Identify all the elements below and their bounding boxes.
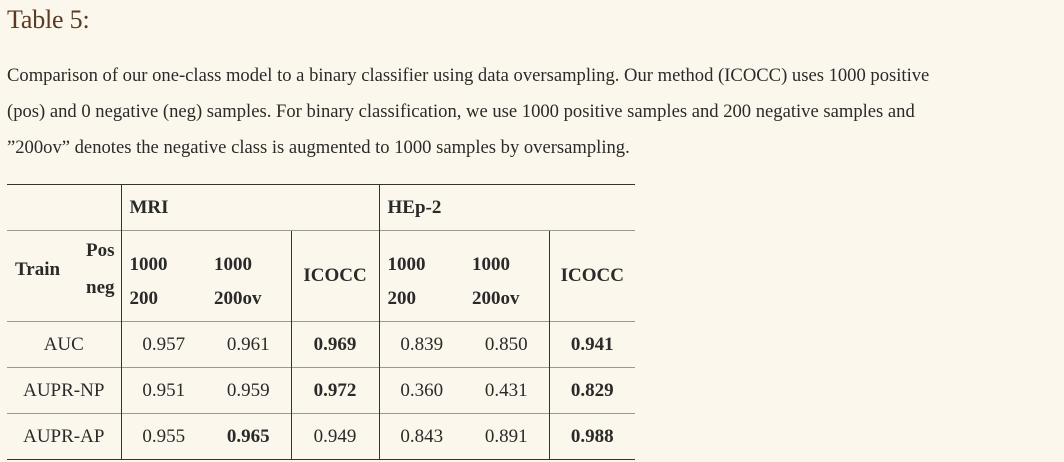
hep-a-neg: 200 — [387, 287, 417, 309]
table-title: Table 5: — [7, 5, 90, 34]
cell-value: 0.850 — [464, 321, 549, 368]
hep-b-neg: 200ov — [472, 287, 520, 309]
cell-value: 0.829 — [548, 367, 635, 414]
cell-value: 0.955 — [121, 413, 206, 460]
table-row: AUC 0.957 0.961 0.969 0.839 0.850 0.941 — [7, 321, 635, 368]
cell-value: 0.965 — [206, 413, 291, 460]
corner-cell — [7, 184, 122, 231]
cell-value: 0.360 — [379, 367, 464, 414]
hep-b-pos: 1000 — [464, 230, 549, 276]
caption-line: Comparison of our one-class model to a b… — [7, 65, 930, 86]
caption-line: (pos) and 0 negative (neg) samples. For … — [7, 101, 915, 122]
cell-value: 0.959 — [206, 367, 291, 414]
cell-value: 0.839 — [379, 321, 464, 368]
hep-a-pos: 1000 — [379, 230, 464, 276]
config-row-neg: 200 200ov 200 200ov — [7, 276, 635, 322]
table-row: AUPR-NP 0.951 0.959 0.972 0.360 0.431 0.… — [7, 367, 635, 414]
mri-a-pos: 1000 — [121, 230, 206, 276]
cell-value: 0.951 — [121, 367, 206, 414]
mri-b-pos: 1000 — [206, 230, 291, 276]
table-caption: Comparison of our one-class model to a b… — [7, 58, 1061, 166]
cell-value: 0.891 — [464, 413, 549, 460]
mri-a-neg: 200 — [129, 287, 159, 309]
cell-value: 0.969 — [290, 321, 380, 368]
cell-value: 0.843 — [379, 413, 464, 460]
group-header-row: MRI HEp-2 — [7, 184, 635, 231]
cell-value: 0.972 — [290, 367, 380, 414]
cell-value: 0.949 — [290, 413, 380, 460]
metric-label: AUPR-NP — [7, 367, 122, 414]
neg-label: neg — [86, 277, 115, 298]
table-row: AUPR-AP 0.955 0.965 0.949 0.843 0.891 0.… — [7, 413, 635, 460]
cell-value: 0.961 — [206, 321, 291, 368]
hep-icocc-header: ICOCC — [548, 230, 635, 322]
train-label: Train — [15, 259, 61, 280]
results-table: MRI HEp-2 Train Pos neg 1000 1000 ICOCC … — [7, 184, 635, 460]
mri-icocc-header: ICOCC — [290, 230, 380, 322]
group-header-hep2: HEp-2 — [379, 184, 635, 231]
group-header-mri: MRI — [121, 184, 380, 231]
metric-label: AUPR-AP — [7, 413, 122, 460]
config-row-pos: Train Pos neg 1000 1000 ICOCC 1000 1000 … — [7, 230, 635, 322]
caption-line: ”200ov” denotes the negative class is au… — [7, 137, 630, 158]
cell-value: 0.941 — [548, 321, 635, 368]
pos-label: Pos — [86, 240, 115, 261]
cell-value: 0.431 — [464, 367, 549, 414]
mri-b-neg: 200ov — [214, 287, 262, 309]
cell-value: 0.957 — [121, 321, 206, 368]
train-label-cell: Train Pos neg — [7, 230, 122, 322]
cell-value: 0.988 — [548, 413, 635, 460]
metric-label: AUC — [7, 321, 122, 368]
